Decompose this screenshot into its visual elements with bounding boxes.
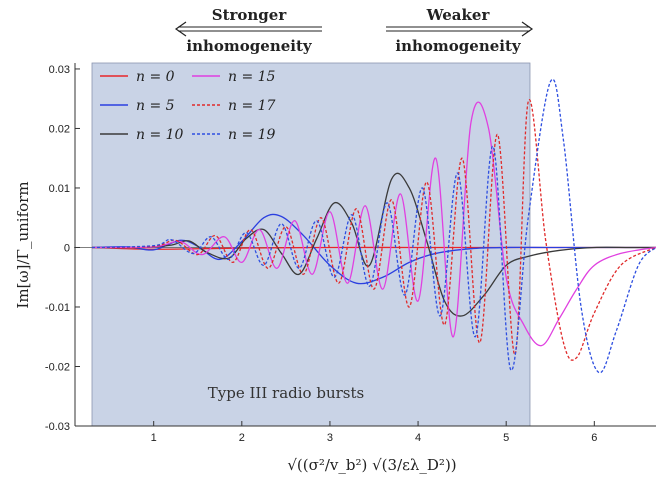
- weaker-label: Weaker: [426, 6, 491, 24]
- x-axis-title: √((σ²/v_b²) √(3/ελ_D²)): [287, 456, 456, 474]
- left-arrow-icon: [174, 21, 322, 37]
- stronger-inhomogeneity-label: inhomogeneity: [186, 37, 312, 55]
- y-tick-label: -0.02: [45, 361, 70, 373]
- x-tick-label: 1: [151, 432, 157, 444]
- y-tick-label: 0.02: [49, 123, 70, 135]
- series-line-n-10: [91, 172, 656, 317]
- series-line-n-17: [91, 99, 656, 361]
- x-tick-label: 5: [503, 432, 509, 444]
- y-axis-title: Im[ω]/Γ_uniform: [14, 181, 32, 308]
- y-tick-label: -0.01: [45, 302, 70, 314]
- legend-label: n = 0: [136, 69, 175, 85]
- x-tick-label: 3: [327, 432, 333, 444]
- y-tick-label: -0.03: [45, 421, 70, 433]
- legend-label: n = 15: [228, 69, 276, 85]
- right-arrow-icon: [386, 21, 534, 37]
- x-tick-label: 2: [239, 432, 245, 444]
- x-tick-label: 4: [415, 432, 421, 444]
- x-tick-label: 6: [591, 432, 597, 444]
- region-label: Type III radio bursts: [208, 384, 364, 402]
- legend-label: n = 5: [136, 98, 175, 114]
- stronger-label: Stronger: [212, 6, 288, 24]
- series-line-n-5: [91, 213, 656, 285]
- y-tick-label: 0.01: [49, 183, 70, 195]
- series-line-n-19: [91, 78, 656, 374]
- legend-label: n = 19: [228, 127, 276, 143]
- y-tick-label: 0.03: [49, 64, 70, 76]
- legend-label: n = 10: [136, 127, 184, 143]
- series-line-n-15: [91, 101, 656, 347]
- legend-label: n = 17: [228, 98, 276, 114]
- weaker-inhomogeneity-label: inhomogeneity: [395, 37, 521, 55]
- y-tick-label: 0: [64, 242, 70, 254]
